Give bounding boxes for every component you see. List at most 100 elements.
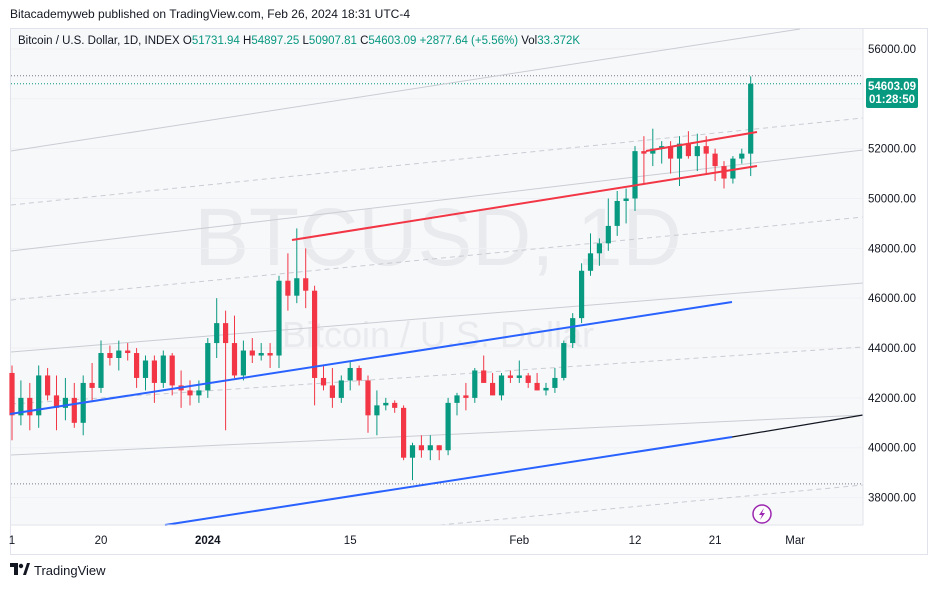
- candles: [9, 76, 754, 481]
- candle-body: [151, 360, 157, 383]
- candle-body: [116, 350, 122, 359]
- candle-body: [463, 395, 469, 398]
- legend-h-label: H: [243, 35, 252, 47]
- candle-body: [374, 405, 380, 416]
- candle-body: [721, 166, 727, 179]
- candle-body: [45, 375, 51, 396]
- time-tick-label: 21: [709, 535, 722, 547]
- channel-lines: [10, 28, 864, 526]
- candle-body: [427, 445, 433, 451]
- price-tick-label: 46000.00: [868, 293, 916, 305]
- time-tick-label: 2024: [195, 535, 221, 547]
- candle-body: [472, 370, 478, 398]
- price-badge-bg: [866, 78, 918, 108]
- footer: TradingView: [10, 563, 106, 578]
- channel-line: [10, 28, 801, 152]
- candle-body: [668, 146, 674, 159]
- legend-volume: 33.372K: [537, 35, 581, 47]
- channel-line: [439, 484, 864, 526]
- blue-trend-line-lower: [164, 436, 733, 526]
- price-tick-label: 56000.00: [868, 44, 916, 56]
- price-tick-label: 44000.00: [868, 343, 916, 355]
- legend-low: 50907.81: [308, 35, 357, 47]
- lightning-icon: [759, 508, 765, 520]
- candle-body: [534, 382, 540, 391]
- price-tick-label: 42000.00: [868, 393, 916, 405]
- candle-body: [169, 355, 175, 386]
- time-tick-label: 12: [629, 535, 642, 547]
- candle-body: [294, 278, 300, 296]
- candle-body: [276, 280, 282, 356]
- candle-body: [383, 402, 389, 406]
- price-badge-value: 54603.09: [868, 81, 916, 93]
- candle-body: [561, 343, 567, 378]
- legend-close: 54603.09: [368, 35, 417, 47]
- red-trend-line-upper: [645, 131, 758, 152]
- candle-body: [267, 353, 273, 356]
- time-axis[interactable]: 1 20 2024 15 Feb 12 21 Mar: [9, 524, 863, 547]
- candle-body: [125, 350, 131, 354]
- candle-body: [490, 382, 496, 396]
- legend-o-label: O: [182, 35, 192, 47]
- candle-body: [748, 83, 754, 154]
- price-tick-label: 40000.00: [868, 443, 916, 455]
- channel-line: [10, 149, 864, 252]
- candle-body: [9, 372, 15, 416]
- channel-line: [10, 346, 864, 405]
- candle-body: [507, 375, 513, 378]
- candle-body: [320, 377, 327, 386]
- candle-body: [552, 377, 558, 388]
- candle-body: [392, 402, 398, 408]
- footer-brand[interactable]: TradingView: [34, 563, 106, 578]
- tradingview-logo-icon[interactable]: [10, 563, 30, 578]
- candle-body: [205, 343, 211, 391]
- candle-body: [445, 402, 451, 451]
- candle-body: [676, 143, 683, 159]
- candle-body: [632, 151, 638, 199]
- candle-body: [356, 367, 362, 381]
- candle-body: [338, 380, 344, 398]
- candle-body: [481, 370, 487, 383]
- trend-lines[interactable]: [9, 131, 864, 526]
- candle-body: [516, 375, 522, 378]
- candle-body: [107, 353, 113, 359]
- candle-body: [436, 445, 442, 451]
- time-tick-label: 15: [344, 535, 357, 547]
- candle-body: [614, 200, 620, 226]
- time-tick-label: Mar: [785, 535, 805, 547]
- candle-body: [312, 290, 318, 378]
- candle-body: [303, 278, 309, 291]
- legend-open: 51731.94: [191, 35, 240, 47]
- candle-body: [249, 350, 255, 356]
- candle-body: [730, 158, 736, 179]
- legend-change: +2877.64 (+5.56%): [419, 35, 519, 47]
- candle-body: [187, 390, 193, 396]
- blue-trend-line-upper: [9, 301, 733, 415]
- candle-body: [587, 253, 594, 271]
- candle-body: [329, 385, 335, 398]
- watermark-name: Bitcoin / U.S. Dollar: [282, 314, 594, 355]
- channel-line: [10, 282, 864, 353]
- candle-body: [739, 153, 745, 159]
- candle-body: [27, 397, 33, 416]
- candle-body: [231, 343, 238, 376]
- price-tick-label: 50000.00: [868, 193, 916, 205]
- publisher-line: Bitacademyweb published on TradingView.c…: [10, 7, 411, 21]
- candle-body: [641, 151, 647, 154]
- price-tick-label: 38000.00: [868, 493, 916, 505]
- candle-body: [62, 397, 68, 408]
- legend-c-label: C: [360, 35, 369, 47]
- legend-vol-label: Vol: [521, 35, 538, 47]
- candle-body: [579, 270, 585, 319]
- candle-body: [596, 243, 602, 254]
- price-tick-label: 48000.00: [868, 243, 916, 255]
- legend-high: 54897.25: [251, 35, 300, 47]
- candle-body: [142, 360, 149, 378]
- candle-body: [214, 323, 220, 344]
- candle-body: [570, 318, 576, 344]
- watermark-ticker: BTCUSD, 1D: [194, 192, 682, 283]
- candle-body: [498, 375, 505, 396]
- candle-body: [623, 198, 629, 201]
- events-icon[interactable]: [752, 504, 772, 524]
